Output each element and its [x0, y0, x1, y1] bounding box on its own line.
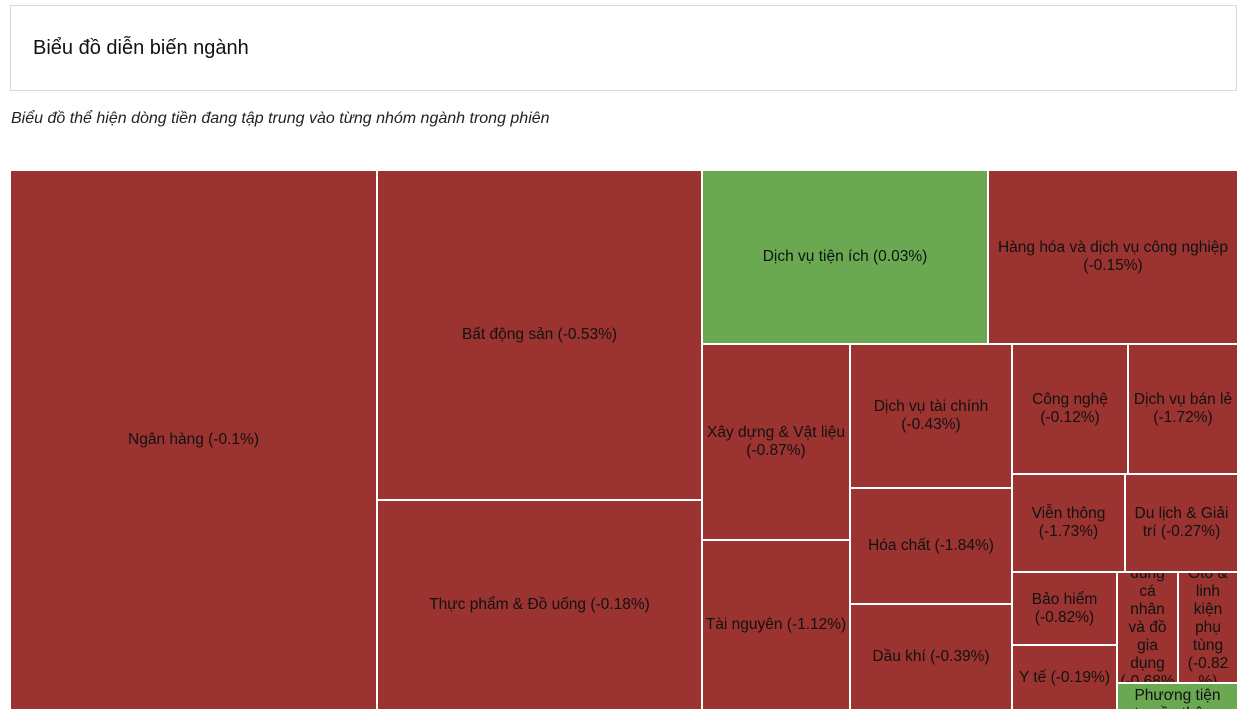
treemap-tile-label: Đồ dùng cá nhân và đồ gia dụng (-0.68%)	[1120, 572, 1175, 683]
treemap-tile-label: Dịch vụ tài chính (-0.43%)	[873, 398, 989, 433]
treemap-tile-label: Viễn thông (-1.73%)	[1031, 505, 1106, 540]
treemap-tile[interactable]: Ôtô & linh kiện phụ tùng (-0.82%)	[1178, 572, 1238, 683]
treemap-tile-label: Dầu khí (-0.39%)	[872, 648, 990, 665]
treemap-tile[interactable]: Ngân hàng (-0.1%)	[10, 170, 377, 710]
treemap-tile[interactable]: Dịch vụ bán lẻ (-1.72%)	[1128, 344, 1238, 474]
treemap-tile-label: Xây dựng & Vật liệu (-0.87%)	[707, 424, 845, 459]
treemap-tile[interactable]: Y tế (-0.19%)	[1012, 645, 1117, 710]
treemap-tile[interactable]: Hóa chất (-1.84%)	[850, 488, 1012, 604]
treemap-tile[interactable]: Công nghệ (-0.12%)	[1012, 344, 1128, 474]
treemap-tile[interactable]: Xây dựng & Vật liệu (-0.87%)	[702, 344, 850, 540]
treemap-tile[interactable]: Tài nguyên (-1.12%)	[702, 540, 850, 710]
treemap-tile-label: Công nghệ (-0.12%)	[1032, 391, 1108, 426]
treemap-tile[interactable]: Đồ dùng cá nhân và đồ gia dụng (-0.68%)	[1117, 572, 1178, 683]
page-title: Biểu đồ diễn biến ngành	[33, 37, 249, 59]
sector-treemap: Ngân hàng (-0.1%) Bất động sản (-0.53%) Th…	[10, 170, 1238, 710]
treemap-tile[interactable]: Viễn thông (-1.73%)	[1012, 474, 1125, 572]
treemap-tile-label: Thực phẩm & Đồ uống (-0.18%)	[429, 596, 650, 613]
treemap-tile[interactable]: Du lịch & Giải trí (-0.27%)	[1125, 474, 1238, 572]
header-panel: Biểu đồ diễn biến ngành	[10, 5, 1237, 91]
treemap-tile-label: Phương tiện truyền thông	[1134, 687, 1221, 709]
treemap-tile-label: Ôtô & linh kiện phụ tùng (-0.82%)	[1187, 572, 1229, 683]
treemap-tile[interactable]: Hàng hóa và dịch vụ công nghiệp (-0.15%)	[988, 170, 1238, 344]
treemap-tile-label: Hóa chất (-1.84%)	[868, 537, 994, 554]
treemap-tile-label: Hàng hóa và dịch vụ công nghiệp (-0.15%)	[997, 239, 1229, 274]
chart-subtitle: Biểu đồ thể hiện dòng tiền đang tập trun…	[11, 110, 550, 127]
treemap-tile-label: Tài nguyên (-1.12%)	[705, 616, 847, 633]
treemap-tile[interactable]: Dầu khí (-0.39%)	[850, 604, 1012, 710]
treemap-tile[interactable]: Dịch vụ tiện ích (0.03%)	[702, 170, 988, 344]
treemap-tile-label: Bất động sản (-0.53%)	[461, 326, 618, 343]
treemap-tile-label: Dịch vụ bán lẻ (-1.72%)	[1133, 391, 1233, 426]
treemap-tile-label: Ngân hàng (-0.1%)	[128, 431, 259, 448]
treemap-tile[interactable]: Bảo hiểm (-0.82%)	[1012, 572, 1117, 645]
treemap-tile-label: Dịch vụ tiện ích (0.03%)	[762, 248, 928, 265]
treemap-tile[interactable]: Dịch vụ tài chính (-0.43%)	[850, 344, 1012, 488]
treemap-tile-label: Bảo hiểm (-0.82%)	[1031, 590, 1098, 626]
treemap-tile[interactable]: Thực phẩm & Đồ uống (-0.18%)	[377, 500, 702, 710]
treemap-tile-label: Y tế (-0.19%)	[1018, 668, 1111, 686]
treemap-tile[interactable]: Bất động sản (-0.53%)	[377, 170, 702, 500]
treemap-tile[interactable]: Phương tiện truyền thông	[1117, 683, 1238, 710]
treemap-tile-label: Du lịch & Giải trí (-0.27%)	[1134, 505, 1229, 540]
